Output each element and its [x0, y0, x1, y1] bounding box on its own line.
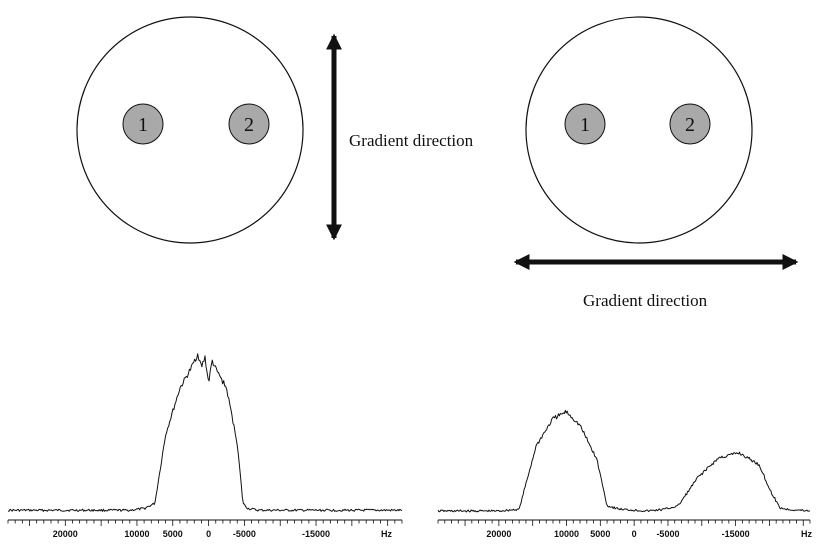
- x-tick-label: 5000: [163, 529, 183, 539]
- x-tick-label: -15000: [302, 529, 330, 539]
- sample-2-disc: [228, 103, 270, 145]
- spectrum-trace: [8, 353, 403, 512]
- sample-2-label: 2: [685, 114, 695, 136]
- x-tick-label: -15000: [722, 529, 750, 539]
- spectrum-vertical-gradient: 20000 10000 5000 0 -5000 -15000 Hz: [7, 353, 403, 539]
- gradient-direction-label-vertical: Gradient direction: [349, 131, 474, 150]
- sample-2-disc: [669, 103, 711, 145]
- x-tick-label: -5000: [656, 529, 679, 539]
- x-axis-unit-label: Hz: [381, 529, 392, 539]
- x-tick-label: 10000: [124, 529, 149, 539]
- diagram-vertical-gradient: 1 2 Gradient direction: [76, 16, 474, 244]
- sample-1-label: 1: [138, 114, 148, 136]
- sample-1-disc: [564, 103, 606, 145]
- gradient-direction-label-horizontal: Gradient direction: [583, 291, 708, 310]
- sample-1-label: 1: [580, 114, 590, 136]
- sample-2-label: 2: [244, 114, 254, 136]
- x-tick-label: -5000: [233, 529, 256, 539]
- sample-container-circle: [525, 16, 753, 244]
- x-tick-label: 20000: [53, 529, 78, 539]
- x-tick-label: 5000: [590, 529, 610, 539]
- x-tick-label: 10000: [554, 529, 579, 539]
- x-tick-label: 0: [632, 529, 637, 539]
- sample-container-circle: [76, 16, 304, 244]
- spectrum-trace: [437, 409, 811, 513]
- spectrum-horizontal-gradient: 20000 10000 5000 0 -5000 -15000 Hz: [437, 409, 812, 539]
- x-tick-label: 0: [206, 529, 211, 539]
- x-tick-label: 20000: [486, 529, 511, 539]
- x-axis-unit-label: Hz: [801, 529, 812, 539]
- sample-1-disc: [122, 103, 164, 145]
- diagram-horizontal-gradient: 1 2 Gradient direction: [513, 16, 799, 310]
